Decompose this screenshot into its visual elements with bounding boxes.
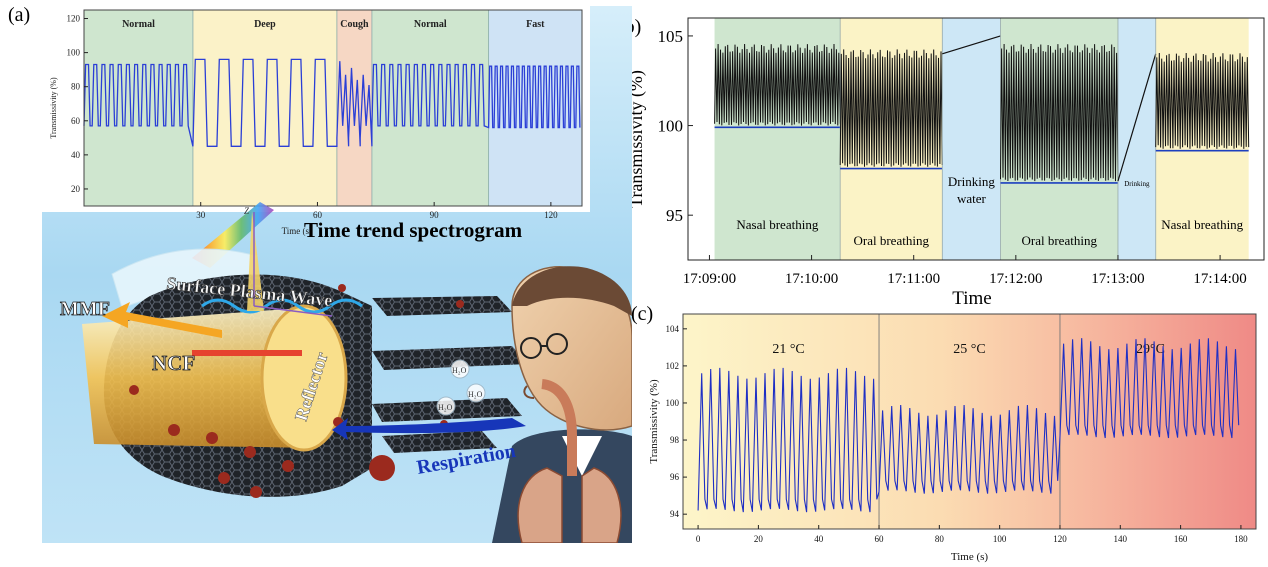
respiration-arrow — [332, 418, 526, 440]
inset-x-axis-label: Time (s) — [282, 226, 312, 236]
y-axis-label: Transmissivity (%) — [648, 379, 660, 464]
x-tick-label: 160 — [1174, 534, 1188, 544]
inset-caption: Time trend spectrogram — [304, 218, 523, 242]
transmissivity-line — [714, 43, 841, 126]
segment-label: Nasal breathing — [1161, 217, 1243, 232]
x-tick-label: 17:12:00 — [989, 271, 1042, 287]
x-tick-label: 17:11:00 — [887, 271, 940, 287]
surface-wave-line — [201, 298, 363, 314]
x-tick-label: 17:14:00 — [1193, 271, 1246, 287]
y-tick-label: 94 — [670, 509, 680, 519]
segment-label: Oral breathing — [854, 233, 930, 248]
inset-segment-label: Normal — [414, 19, 447, 30]
inset-segment-label: Deep — [254, 19, 276, 30]
segment-label: Oral breathing — [1022, 233, 1098, 248]
inset-y-axis-label: Transmissivity (%) — [49, 77, 58, 139]
x-tick-label: 120 — [1053, 534, 1067, 544]
inset-y-tick-label: 80 — [71, 82, 81, 92]
inset-segment-bg — [192, 10, 337, 206]
y-axis-label: Transmissivity (%) — [632, 70, 647, 208]
segment-label: Drinking — [1124, 180, 1150, 188]
panel-label-a: (a) — [8, 4, 31, 26]
transmissivity-line — [1155, 52, 1250, 149]
x-tick-label: 20 — [754, 534, 764, 544]
inset-segment-bg — [371, 10, 489, 206]
inset-x-tick-label: 60 — [313, 210, 323, 220]
inset-segment-label: Cough — [340, 19, 369, 30]
inset-y-tick-label: 40 — [71, 150, 81, 160]
transition-line — [1117, 53, 1157, 182]
y-tick-label: 98 — [670, 435, 680, 445]
ncf-label: NCF — [152, 351, 195, 375]
field-peak — [247, 211, 264, 311]
inset-chart: Normal Deep Cough Normal Fast 20 40 60 80 100 120 3… — [49, 9, 583, 236]
inset-x-tick-label: 90 — [430, 210, 440, 220]
inset-y-tick-label: 20 — [71, 184, 81, 194]
h2o-label-3: H₂O — [468, 390, 483, 399]
segment-label: 25 °C — [953, 342, 985, 357]
ncf-arrow — [192, 350, 302, 356]
inset-y-tick-label: 100 — [67, 48, 81, 58]
reflector-end — [260, 304, 348, 452]
plot-border — [682, 313, 1257, 530]
panel-b-chart: Nasal breathing Oral breathing Drinking wat… — [632, 17, 1265, 308]
inset-x-tick-label: 120 — [544, 210, 558, 220]
inset-segment-bg — [336, 10, 372, 206]
x-tick-label: 0 — [696, 534, 701, 544]
person-illustration — [492, 266, 632, 543]
segment-label: water — [957, 191, 987, 206]
x-axis-label: Time — [952, 288, 991, 308]
inset-segment-label: Fast — [526, 19, 545, 30]
panel-c-chart: 21 °C 25 °C 29°C 94 96 98 100 102 104 0 20 40 60 80 10… — [648, 313, 1257, 563]
water-molecules — [436, 359, 486, 416]
segment-background — [942, 18, 1001, 260]
inset-y-tick-label: 120 — [67, 14, 81, 24]
y-tick-label: 102 — [666, 361, 680, 371]
inset-plot-border — [83, 9, 583, 207]
x-tick-label: 40 — [814, 534, 824, 544]
x-tick-label: 180 — [1234, 534, 1248, 544]
segment-background — [1117, 18, 1156, 260]
x-axis-label: Time (s) — [951, 551, 989, 563]
segment-label: Nasal breathing — [736, 217, 818, 232]
transmissivity-line — [1000, 43, 1119, 182]
transmissivity-line — [697, 338, 1240, 513]
y-tick-label: 105 — [658, 27, 684, 46]
inset-x-tick-label: 30 — [196, 210, 206, 220]
axis-z-label: Z — [244, 206, 250, 216]
mmf-arrow — [102, 302, 222, 338]
ncf-fiber — [82, 308, 312, 448]
inset-y-tick-label: 60 — [71, 116, 81, 126]
segment-label: Drinking — [948, 174, 995, 189]
y-tick-label: 95 — [666, 206, 683, 225]
x-tick-label: 17:09:00 — [683, 271, 736, 287]
panel-a-illustration: Normal Deep Cough Normal Fast 20 40 60 80 100 120 3… — [42, 6, 632, 543]
graphene-sheets — [372, 296, 528, 453]
inset-segment-label: Normal — [122, 19, 155, 30]
x-tick-label: 60 — [875, 534, 885, 544]
x-tick-label: 17:13:00 — [1091, 271, 1144, 287]
y-tick-label: 100 — [666, 398, 680, 408]
transition-line — [942, 35, 1001, 55]
mmf-label: MMF — [60, 298, 110, 320]
y-tick-label: 96 — [670, 472, 680, 482]
transmissivity-line — [839, 49, 943, 167]
inset-series-line — [83, 58, 581, 147]
x-tick-label: 80 — [935, 534, 945, 544]
x-tick-label: 17:10:00 — [785, 271, 838, 287]
plot-border — [687, 17, 1265, 261]
h2o-label-2: H₂O — [438, 403, 453, 412]
y-tick-label: 100 — [658, 117, 684, 136]
panel-label-c: (c) — [631, 303, 654, 325]
x-tick-label: 100 — [993, 534, 1007, 544]
x-tick-label: 140 — [1114, 534, 1128, 544]
h2o-label-1: H₂O — [452, 366, 467, 375]
axis-e-label: E — [334, 312, 341, 322]
segment-label: 21 °C — [772, 342, 804, 357]
y-tick-label: 104 — [666, 324, 680, 334]
segment-label: 29°C — [1136, 342, 1165, 357]
